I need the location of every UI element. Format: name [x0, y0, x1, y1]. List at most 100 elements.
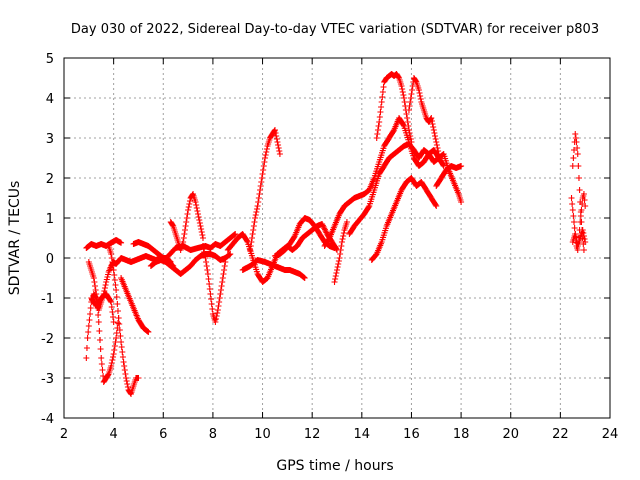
data-point-run — [108, 255, 117, 269]
data-point-run — [260, 275, 270, 285]
data-point-run — [292, 222, 303, 238]
data-point — [276, 151, 283, 157]
data-point — [93, 291, 100, 297]
data-point-run — [128, 385, 136, 395]
data-point — [185, 207, 192, 213]
data-point — [87, 311, 94, 317]
data-point-run — [185, 198, 193, 210]
data-point — [580, 191, 587, 197]
data-point-run — [431, 130, 439, 142]
x-tick-label: 12 — [304, 427, 321, 442]
data-point-run — [575, 163, 582, 169]
data-point — [338, 239, 345, 245]
data-point-run — [577, 229, 586, 239]
data-point — [301, 275, 308, 281]
data-point-run — [376, 104, 385, 120]
data-point — [262, 155, 269, 161]
data-point-run — [86, 317, 93, 323]
data-point — [197, 223, 204, 229]
data-point-run — [575, 237, 583, 247]
data-point-run — [394, 188, 404, 204]
data-point-run — [357, 211, 367, 223]
series-track-u — [368, 175, 440, 263]
data-point-run — [574, 145, 581, 151]
data-point-run — [131, 377, 139, 387]
data-point — [582, 203, 589, 209]
data-point-run — [337, 243, 345, 257]
data-point-run — [352, 217, 362, 229]
data-point — [568, 195, 575, 201]
data-point-run — [376, 145, 387, 163]
x-tick-label: 8 — [209, 427, 217, 442]
data-point — [118, 339, 125, 345]
data-point — [217, 291, 224, 297]
data-point — [110, 351, 117, 357]
series-track-p — [321, 115, 447, 249]
series-track-f — [118, 275, 152, 335]
data-point-run — [290, 243, 300, 253]
y-tick-label: 0 — [46, 252, 54, 267]
data-point — [110, 319, 117, 325]
data-point — [252, 215, 259, 221]
data-point-run — [106, 264, 114, 274]
ticks-layer — [63, 57, 611, 419]
data-point — [571, 219, 578, 225]
data-point-run — [451, 180, 461, 196]
data-point-run — [138, 322, 146, 330]
data-point-run — [143, 327, 151, 335]
data-point-run — [304, 227, 315, 237]
data-point-run — [404, 115, 412, 129]
data-point — [343, 219, 350, 225]
data-point — [214, 307, 221, 313]
data-point-run — [190, 193, 198, 203]
data-point-run — [83, 243, 92, 251]
data-point — [84, 335, 91, 341]
data-point-run — [295, 236, 305, 248]
data-point — [579, 227, 586, 233]
data-point-run — [118, 344, 126, 360]
data-point — [433, 203, 440, 209]
data-point-run — [218, 239, 228, 249]
data-point-run — [384, 73, 392, 81]
x-tick-label: 6 — [159, 427, 167, 442]
series-track-r — [346, 141, 465, 237]
data-point-run — [416, 90, 424, 102]
data-point-run — [332, 212, 342, 228]
data-point-run — [272, 130, 280, 142]
data-point-run — [421, 147, 432, 157]
data-point-run — [103, 271, 112, 283]
data-point-run — [168, 263, 178, 273]
data-point-run — [401, 125, 412, 143]
data-point — [192, 199, 199, 205]
data-point-run — [183, 263, 193, 273]
data-point-run — [173, 233, 181, 243]
data-point — [435, 151, 442, 157]
series-track-v — [433, 163, 465, 189]
data-point — [430, 127, 437, 133]
data-point-run — [411, 76, 419, 84]
data-point — [373, 135, 380, 141]
data-point-run — [87, 305, 94, 311]
data-point-run — [103, 372, 112, 380]
series-track-e — [88, 291, 117, 325]
data-point-run — [103, 292, 114, 304]
data-point-run — [88, 269, 97, 279]
x-tick-label: 18 — [453, 427, 470, 442]
y-tick-label: -3 — [41, 372, 54, 387]
data-points-layer — [83, 71, 589, 397]
data-point-run — [446, 168, 456, 184]
data-point-run — [148, 259, 159, 269]
x-tick-label: 4 — [109, 427, 117, 442]
data-point-run — [123, 378, 131, 390]
data-point — [401, 95, 408, 101]
data-point-run — [362, 187, 372, 197]
data-point — [376, 119, 383, 125]
y-tick-labels: -4 -3 -2 -1 0 1 2 3 4 5 — [41, 52, 54, 427]
data-point — [271, 127, 278, 133]
data-point — [408, 139, 415, 145]
x-tick-label: 14 — [354, 427, 371, 442]
data-point — [222, 259, 229, 265]
data-point — [118, 239, 125, 246]
